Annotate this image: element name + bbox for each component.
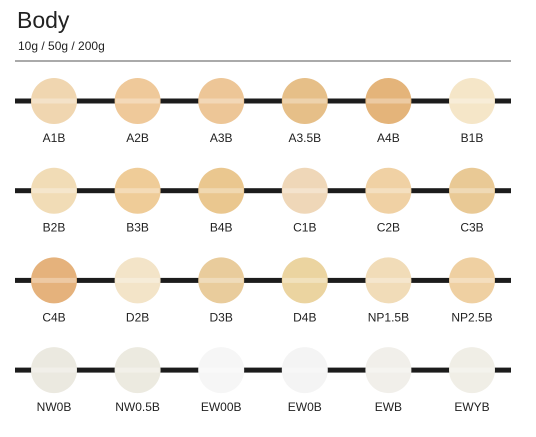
bar-line [15, 188, 511, 194]
bar-line [15, 277, 511, 283]
swatch [281, 347, 328, 394]
swatch-highlight [115, 188, 160, 194]
swatch-label: EW00B [201, 400, 242, 414]
swatch-highlight [115, 277, 160, 283]
bar-line [15, 367, 511, 373]
swatch-highlight [199, 277, 244, 283]
swatch [281, 257, 328, 304]
swatch-label: EWB [375, 400, 402, 414]
swatch [281, 78, 328, 124]
swatch-label: D3B [210, 310, 233, 324]
swatch-label: D4B [293, 310, 316, 324]
swatch-label: NP2.5B [451, 310, 492, 324]
swatch-label: B3B [126, 221, 149, 235]
swatch-label: C3B [460, 221, 483, 235]
swatch-label: EW0B [288, 400, 322, 414]
swatch [114, 257, 161, 304]
swatch-highlight [366, 98, 411, 104]
swatch-highlight [199, 367, 244, 373]
swatch-highlight [450, 367, 494, 373]
swatch [449, 257, 495, 304]
swatch-label: A4B [377, 131, 400, 145]
swatch-highlight [366, 367, 411, 373]
swatch-label: NP1.5B [368, 310, 409, 324]
swatch-highlight [366, 277, 411, 283]
bar-line [15, 98, 511, 104]
swatch [365, 78, 412, 124]
swatch-highlight [115, 98, 160, 104]
swatch [114, 78, 161, 124]
swatch-label: A3B [210, 131, 233, 145]
swatch [365, 257, 412, 304]
swatch-highlight [32, 98, 76, 104]
swatch [198, 167, 245, 214]
swatch [365, 167, 412, 214]
swatch [31, 257, 77, 304]
swatch-label: B2B [43, 221, 66, 235]
swatch-label: D2B [126, 310, 149, 324]
swatch [114, 167, 161, 214]
swatch-highlight [450, 98, 494, 104]
swatch [31, 347, 77, 394]
swatch-highlight [32, 277, 76, 283]
swatch-highlight [450, 188, 494, 194]
swatch-highlight [450, 277, 494, 283]
swatch-label: A1B [43, 131, 66, 145]
swatch-label: NW0.5B [115, 400, 160, 414]
subtitle: 10g / 50g / 200g [18, 39, 105, 53]
swatch [31, 78, 77, 124]
swatch [31, 167, 77, 214]
swatch-label: C1B [293, 221, 316, 235]
swatch-label: A3.5B [288, 131, 321, 145]
swatch [281, 167, 328, 214]
swatch-highlight [366, 188, 411, 194]
swatch-label: B1B [461, 131, 484, 145]
swatch [449, 167, 495, 214]
swatch-highlight [282, 277, 327, 283]
swatch-highlight [199, 98, 244, 104]
swatch [198, 257, 245, 304]
swatch-label: A2B [126, 131, 149, 145]
swatch-highlight [32, 188, 76, 194]
swatch-highlight [282, 98, 327, 104]
title: Body [17, 7, 70, 33]
swatch-highlight [32, 367, 76, 373]
swatch-highlight [282, 367, 327, 373]
swatch-highlight [282, 188, 327, 194]
swatch [449, 78, 495, 124]
swatch [449, 347, 495, 394]
swatch-label: C2B [377, 221, 400, 235]
swatch [365, 347, 412, 394]
swatch-label: EWYB [454, 400, 489, 414]
swatch-highlight [115, 367, 160, 373]
swatch-highlight [199, 188, 244, 194]
swatch-label: NW0B [37, 400, 72, 414]
swatch-label: C4B [42, 310, 65, 324]
swatch-label: B4B [210, 221, 233, 235]
swatch [198, 78, 245, 124]
swatch [198, 347, 245, 394]
swatch [114, 347, 161, 394]
